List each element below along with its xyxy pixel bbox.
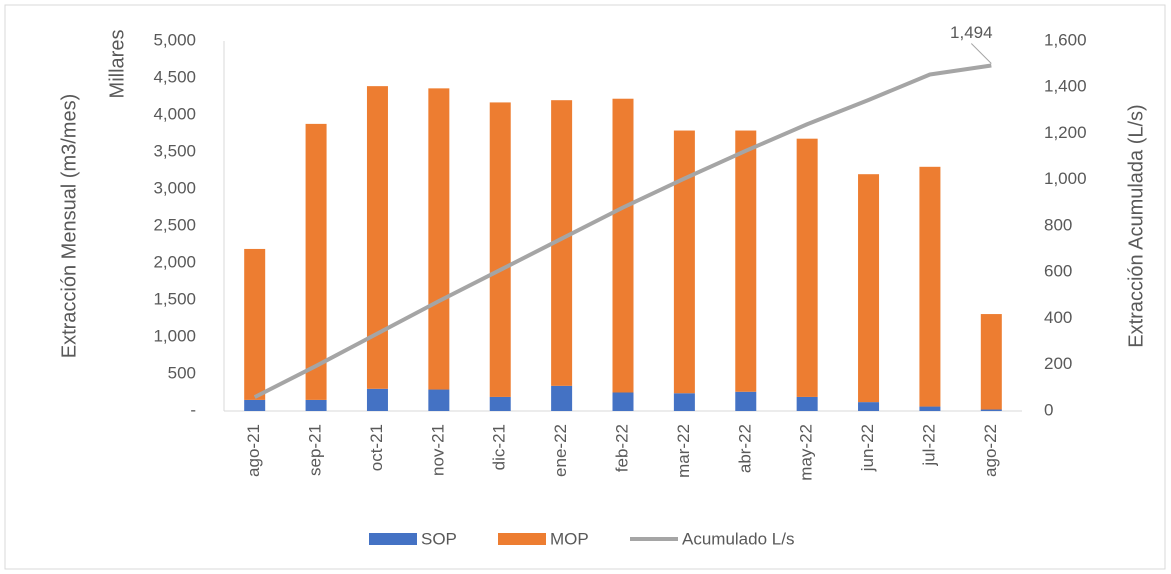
y2-tick-label: 0 bbox=[1044, 400, 1053, 419]
y2-tick-label: 600 bbox=[1044, 262, 1072, 281]
x-tick-label: abr-22 bbox=[735, 424, 754, 473]
legend-label: MOP bbox=[550, 529, 589, 548]
bar bbox=[428, 88, 450, 390]
bar bbox=[551, 100, 573, 386]
bar bbox=[980, 409, 1002, 411]
bar bbox=[673, 130, 695, 394]
label-leader bbox=[970, 43, 992, 64]
y-unit-label: Millares bbox=[106, 30, 128, 99]
bar bbox=[858, 402, 880, 411]
bar bbox=[551, 385, 573, 411]
bar bbox=[489, 396, 511, 411]
legend-label: Acumulado L/s bbox=[682, 529, 794, 548]
bar bbox=[305, 123, 327, 400]
legend-swatch bbox=[498, 533, 546, 545]
y-tick-label: 3,500 bbox=[153, 141, 196, 160]
x-tick-label: dic-21 bbox=[490, 424, 509, 470]
bar bbox=[489, 102, 511, 397]
bar bbox=[612, 98, 634, 393]
bar bbox=[428, 389, 450, 411]
x-tick-label: mar-22 bbox=[674, 424, 693, 478]
bar bbox=[980, 314, 1002, 410]
y2-tick-label: 1,000 bbox=[1044, 169, 1087, 188]
bar bbox=[796, 396, 818, 411]
y-tick-label: 4,500 bbox=[153, 67, 196, 86]
bar bbox=[612, 392, 634, 411]
y-tick-label: 5,000 bbox=[153, 30, 196, 49]
y-tick-label: 3,000 bbox=[153, 178, 196, 197]
y-tick-label: 2,500 bbox=[153, 215, 196, 234]
bar bbox=[305, 399, 327, 411]
x-tick-label: jul-22 bbox=[919, 424, 938, 467]
x-tick-label: oct-21 bbox=[367, 424, 386, 471]
x-tick-label: ene-22 bbox=[551, 424, 570, 477]
y-tick-label: 500 bbox=[168, 363, 196, 382]
bar bbox=[244, 248, 266, 400]
bar bbox=[735, 391, 757, 411]
x-tick-label: feb-22 bbox=[612, 424, 631, 472]
y2-tick-label: 800 bbox=[1044, 215, 1072, 234]
y-tick-label: 1,000 bbox=[153, 326, 196, 345]
bar bbox=[366, 388, 388, 411]
line bbox=[253, 63, 992, 399]
bar bbox=[366, 86, 388, 389]
y2-tick-label: 1,400 bbox=[1044, 77, 1087, 96]
bar bbox=[673, 393, 695, 411]
x-tick-label: sep-21 bbox=[306, 424, 325, 476]
bar bbox=[919, 406, 941, 411]
data-label: 1,494 bbox=[950, 23, 993, 42]
y2-tick-label: 200 bbox=[1044, 354, 1072, 373]
x-tick-label: may-22 bbox=[797, 424, 816, 481]
bar bbox=[244, 399, 266, 411]
y2-tick-label: 400 bbox=[1044, 308, 1072, 327]
x-tick-label: jun-22 bbox=[858, 424, 877, 472]
legend-swatch bbox=[369, 533, 417, 545]
bar bbox=[858, 174, 880, 403]
bar bbox=[735, 130, 757, 392]
x-tick-label: ago-22 bbox=[981, 424, 1000, 477]
y2-tick-label: 1,600 bbox=[1044, 30, 1087, 49]
bar bbox=[796, 138, 818, 397]
y-axis-title: Extracción Mensual (m3/mes) bbox=[58, 94, 80, 359]
y-tick-label: 2,000 bbox=[153, 252, 196, 271]
legend-label: SOP bbox=[421, 529, 457, 548]
x-tick-label: nov-21 bbox=[428, 424, 447, 476]
y-tick-label: 4,000 bbox=[153, 104, 196, 123]
y-tick-label: 1,500 bbox=[153, 289, 196, 308]
y2-axis-title: Extracción Acumulada (L/s) bbox=[1125, 104, 1147, 347]
chart-border bbox=[4, 4, 1166, 570]
y-tick-label: - bbox=[190, 400, 196, 419]
x-tick-label: ago-21 bbox=[244, 424, 263, 477]
bar bbox=[919, 166, 941, 407]
y2-tick-label: 1,200 bbox=[1044, 123, 1087, 142]
